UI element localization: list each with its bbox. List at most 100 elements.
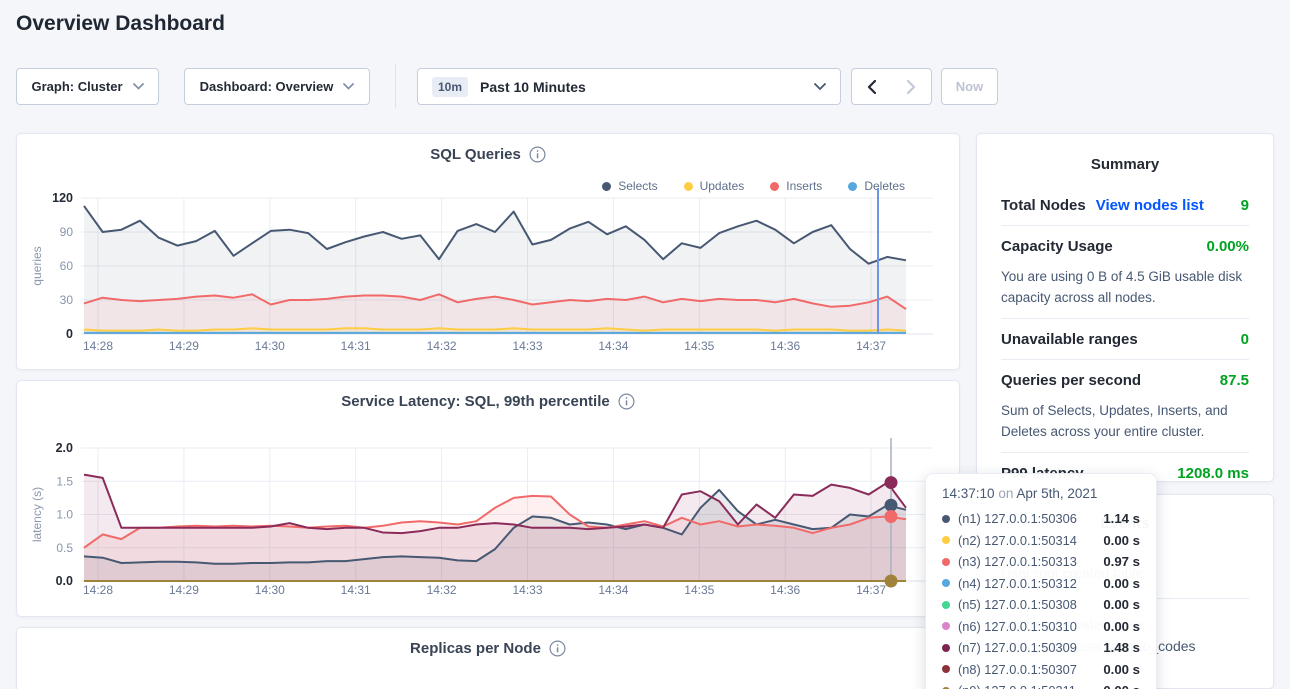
unavailable-ranges-label: Unavailable ranges — [1001, 331, 1138, 348]
svg-text:14:33: 14:33 — [512, 583, 542, 597]
dashboard-dropdown[interactable]: Dashboard: Overview — [184, 68, 370, 105]
svg-text:queries: queries — [30, 246, 44, 285]
node-color-dot — [942, 686, 950, 689]
legend-label: Selects — [618, 179, 658, 193]
summary-row-unavailable: Unavailable ranges 0 — [1001, 318, 1249, 359]
svg-text:14:28: 14:28 — [83, 583, 113, 597]
legend-label: Deletes — [864, 179, 905, 193]
node-latency-value: 0.00 s — [1103, 532, 1140, 548]
node-latency-value: 0.00 s — [1103, 618, 1140, 634]
info-icon[interactable] — [618, 393, 635, 410]
legend-dot — [770, 181, 780, 191]
graph-dropdown[interactable]: Graph: Cluster — [16, 68, 159, 105]
node-color-dot — [942, 665, 950, 674]
summary-panel: Summary Total Nodes View nodes list 9 Ca… — [976, 133, 1274, 482]
toolbar-divider — [395, 64, 396, 108]
tooltip-node-row: (n3) 127.0.0.1:50313 0.97 s — [926, 551, 1156, 573]
chevron-left-icon — [867, 79, 876, 94]
total-nodes-label: Total Nodes — [1001, 197, 1086, 214]
svg-text:14:37: 14:37 — [856, 339, 886, 353]
node-address: (n1) 127.0.0.1:50306 — [958, 511, 1077, 526]
node-latency-value: 0.00 s — [1103, 597, 1140, 612]
tooltip-node-row: (n4) 127.0.0.1:50312 0.00 s — [926, 573, 1156, 595]
chevron-down-icon — [132, 83, 144, 90]
tooltip-node-row: (n6) 127.0.0.1:50310 0.00 s — [926, 616, 1156, 638]
replicas-per-node-card: Replicas per Node — [16, 627, 960, 689]
node-color-dot — [942, 536, 950, 545]
legend-item-deletes[interactable]: Deletes — [848, 179, 905, 193]
tooltip-on: on — [998, 486, 1014, 501]
legend-item-updates[interactable]: Updates — [683, 179, 745, 193]
time-next-button[interactable] — [891, 68, 932, 105]
node-address: (n4) 127.0.0.1:50312 — [958, 575, 1077, 591]
tooltip-node-row: (n2) 127.0.0.1:50314 0.00 s — [926, 530, 1156, 552]
time-range-picker[interactable]: 10m Past 10 Minutes — [417, 68, 841, 105]
svg-text:120: 120 — [52, 191, 73, 205]
svg-text:14:29: 14:29 — [169, 339, 199, 353]
svg-text:14:29: 14:29 — [169, 583, 199, 597]
sql-queries-card: SQL Queries Selects Updates Inserts Deletes… — [16, 133, 960, 370]
tooltip-node-row: (n8) 127.0.0.1:50307 0.00 s — [926, 659, 1156, 681]
svg-text:14:34: 14:34 — [598, 339, 628, 353]
chevron-down-icon — [343, 83, 355, 90]
svg-text:14:32: 14:32 — [427, 339, 457, 353]
tooltip-node-row: (n1) 127.0.0.1:50306 1.14 s — [926, 508, 1156, 530]
time-range-label: Past 10 Minutes — [480, 78, 586, 95]
svg-text:60: 60 — [60, 259, 74, 273]
svg-text:14:35: 14:35 — [684, 339, 714, 353]
svg-text:14:31: 14:31 — [341, 583, 371, 597]
info-icon[interactable] — [549, 640, 566, 657]
unavailable-ranges-value: 0 — [1240, 331, 1249, 348]
node-color-dot — [942, 643, 950, 652]
legend-label: Updates — [699, 179, 745, 193]
time-prev-button[interactable] — [851, 68, 892, 105]
tooltip-timestamp: 14:37:10 on Apr 5th, 2021 — [926, 486, 1156, 508]
node-color-dot — [942, 622, 950, 631]
summary-row-capacity: Capacity Usage 0.00% — [1001, 225, 1249, 266]
service-latency-chart[interactable]: 0.0 0.5 1.0 1.5 2.0 14:28 14:29 14:30 14:31 14:32… — [17, 381, 961, 618]
svg-text:1.0: 1.0 — [56, 508, 73, 522]
legend-item-inserts[interactable]: Inserts — [770, 179, 822, 193]
chevron-down-icon — [814, 82, 826, 90]
legend-item-selects[interactable]: Selects — [602, 179, 658, 193]
node-latency-value: 0.97 s — [1103, 554, 1140, 569]
tooltip-date: Apr 5th, 2021 — [1016, 486, 1098, 501]
sql-queries-chart[interactable]: 0 30 60 90 120 14:28 14:29 14:30 14:31 14:32 14:33… — [17, 134, 961, 371]
svg-text:30: 30 — [60, 293, 74, 307]
node-address: (n9) 127.0.0.1:50311 — [958, 682, 1095, 689]
tooltip-node-row: (n9) 127.0.0.1:50311 0.00 s — [926, 680, 1156, 689]
summary-title: Summary — [1090, 156, 1160, 173]
node-latency-value: 0.00 s — [1103, 575, 1140, 591]
chart-title: Replicas per Node — [410, 640, 541, 657]
qps-label: Queries per second — [1001, 372, 1142, 389]
node-latency-value: 1.48 s — [1103, 640, 1140, 655]
svg-text:14:30: 14:30 — [255, 583, 285, 597]
p99-latency-value: 1208.0 ms — [1177, 465, 1249, 482]
node-address: (n8) 127.0.0.1:50307 — [958, 661, 1077, 677]
legend-dot — [683, 181, 693, 191]
now-button[interactable]: Now — [941, 68, 998, 105]
svg-text:14:34: 14:34 — [598, 583, 628, 597]
info-icon[interactable] — [529, 146, 546, 163]
svg-text:14:31: 14:31 — [341, 339, 371, 353]
svg-text:14:33: 14:33 — [512, 339, 542, 353]
node-color-dot — [942, 579, 950, 588]
summary-row-qps: Queries per second 87.5 — [1001, 359, 1249, 400]
svg-text:0: 0 — [66, 327, 73, 341]
tooltip-node-row: (n5) 127.0.0.1:50308 0.00 s — [926, 594, 1156, 616]
tooltip-node-row: (n7) 127.0.0.1:50309 1.48 s — [926, 637, 1156, 659]
node-address: (n5) 127.0.0.1:50308 — [958, 597, 1077, 612]
view-nodes-list-link[interactable]: View nodes list — [1095, 197, 1204, 214]
node-address: (n7) 127.0.0.1:50309 — [958, 640, 1077, 655]
chart-title: SQL Queries — [430, 146, 521, 163]
time-range-badge: 10m — [432, 76, 469, 97]
chevron-right-icon — [906, 79, 915, 94]
replicas-title-row: Replicas per Node — [17, 640, 959, 657]
page-title: Overview Dashboard — [16, 12, 225, 35]
chart-title: Service Latency: SQL, 99th percentile — [341, 393, 610, 410]
svg-text:latency (s): latency (s) — [30, 487, 44, 542]
summary-row-total-nodes: Total Nodes View nodes list 9 — [1001, 185, 1249, 225]
svg-text:14:35: 14:35 — [684, 583, 714, 597]
sql-queries-title-row: SQL Queries — [17, 146, 959, 163]
